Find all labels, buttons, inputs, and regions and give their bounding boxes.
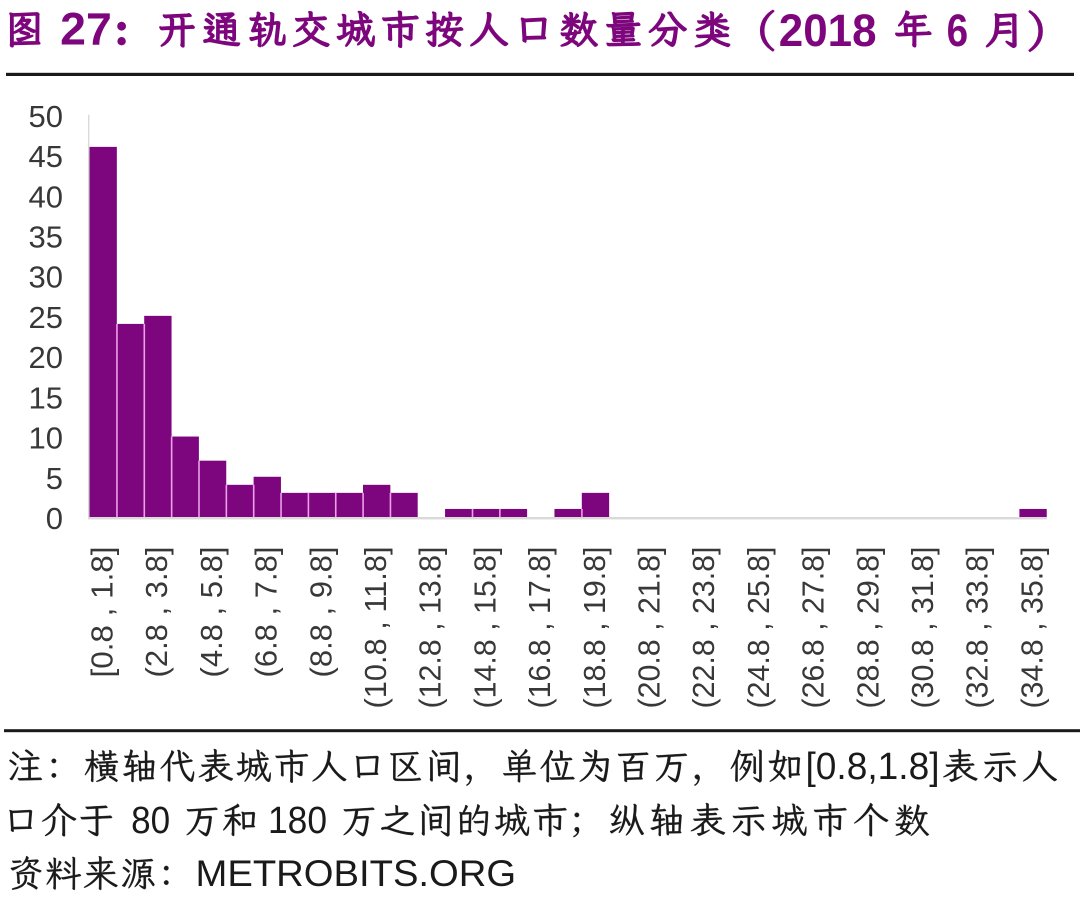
svg-text:(20.8 , 21.8]: (20.8 , 21.8] bbox=[633, 547, 667, 709]
svg-text:(12.8 , 13.8]: (12.8 , 13.8] bbox=[414, 547, 448, 709]
svg-text:5: 5 bbox=[46, 461, 63, 496]
svg-text:35: 35 bbox=[29, 220, 63, 255]
svg-text:[0.8 , 1.8]: [0.8 , 1.8] bbox=[86, 547, 120, 678]
svg-text:(16.8 , 17.8]: (16.8 , 17.8] bbox=[523, 547, 557, 709]
svg-text:(22.8 , 23.8]: (22.8 , 23.8] bbox=[687, 547, 721, 709]
svg-text:(34.8 , 35.8]: (34.8 , 35.8] bbox=[1015, 547, 1049, 709]
svg-text:20: 20 bbox=[29, 340, 63, 375]
svg-text:[0.8,1.8]: [0.8,1.8] bbox=[806, 746, 940, 788]
svg-text:(30.8 , 31.8]: (30.8 , 31.8] bbox=[906, 547, 940, 709]
svg-text:(28.8 , 29.8]: (28.8 , 29.8] bbox=[851, 547, 885, 709]
svg-text:2018: 2018 bbox=[779, 5, 877, 56]
svg-text:(10.8 , 11.8]: (10.8 , 11.8] bbox=[359, 547, 393, 709]
svg-text:(24.8 , 25.8]: (24.8 , 25.8] bbox=[742, 547, 776, 709]
svg-text:10: 10 bbox=[29, 421, 63, 456]
svg-text:(18.8 , 19.8]: (18.8 , 19.8] bbox=[578, 547, 612, 709]
svg-text:30: 30 bbox=[29, 260, 63, 295]
svg-text:(4.8 , 5.8]: (4.8 , 5.8] bbox=[195, 547, 229, 678]
svg-text:180: 180 bbox=[268, 800, 327, 842]
svg-text:(8.8 , 9.8]: (8.8 , 9.8] bbox=[304, 547, 338, 678]
svg-text:(14.8 , 15.8]: (14.8 , 15.8] bbox=[468, 547, 502, 709]
svg-text:(2.8 , 3.8]: (2.8 , 3.8] bbox=[140, 547, 174, 678]
svg-text:45: 45 bbox=[29, 139, 63, 174]
svg-text:METROBITS.ORG: METROBITS.ORG bbox=[196, 852, 517, 894]
svg-text:27: 27 bbox=[60, 4, 112, 55]
svg-text:40: 40 bbox=[29, 179, 63, 214]
svg-text:(6.8 , 7.8]: (6.8 , 7.8] bbox=[250, 547, 284, 678]
svg-text:(32.8 , 33.8]: (32.8 , 33.8] bbox=[961, 547, 995, 709]
svg-text:50: 50 bbox=[29, 99, 63, 134]
svg-text:25: 25 bbox=[29, 300, 63, 335]
svg-text:(26.8 , 27.8]: (26.8 , 27.8] bbox=[797, 547, 831, 709]
svg-text:80: 80 bbox=[131, 800, 170, 842]
svg-text:6: 6 bbox=[947, 5, 969, 56]
svg-text:0: 0 bbox=[46, 501, 63, 536]
svg-text:15: 15 bbox=[29, 380, 63, 415]
